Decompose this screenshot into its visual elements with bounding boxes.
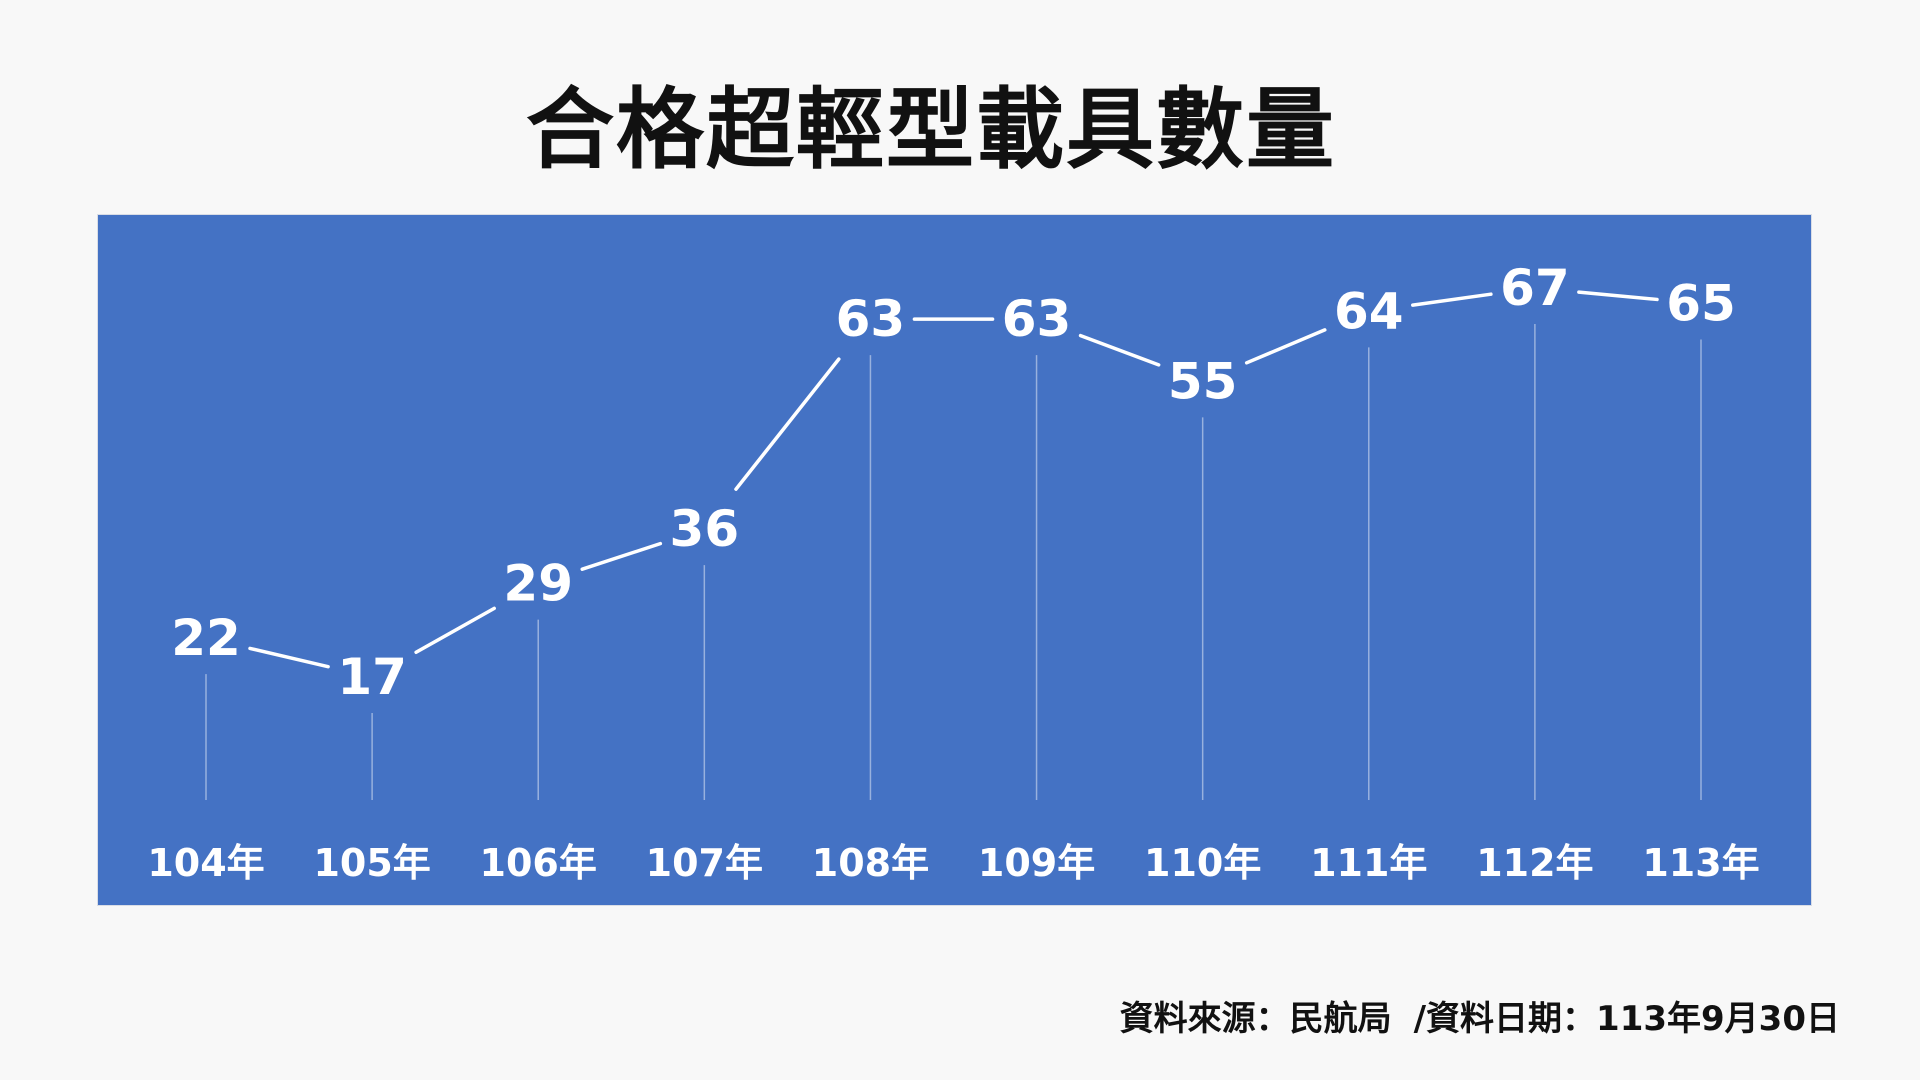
- data-label-7: 64: [1334, 282, 1404, 340]
- x-tick-label-7: 111年: [1310, 841, 1427, 885]
- data-label-2: 29: [503, 555, 573, 613]
- data-label-0: 22: [171, 609, 241, 667]
- data-label-5: 63: [1002, 290, 1072, 348]
- x-tick-label-6: 110年: [1144, 841, 1261, 885]
- source-text: 資料來源：民航局: [1119, 999, 1392, 1039]
- data-label-6: 55: [1168, 352, 1238, 410]
- series-line-segment-6: [1244, 328, 1327, 365]
- line-chart: 22 17 29 36 63 63 55 64 67 65 104年 105年 106年 107年 108年…: [147, 259, 1759, 885]
- series-line-segment-7: [1411, 292, 1493, 307]
- x-tick-label-9: 113年: [1642, 841, 1759, 885]
- data-label-3: 36: [670, 500, 740, 558]
- data-label-4: 63: [836, 290, 906, 348]
- data-label-8: 67: [1500, 259, 1570, 317]
- data-label-9: 65: [1666, 275, 1736, 333]
- series-line-segment-1: [414, 606, 496, 655]
- series-line-segment-3: [734, 357, 841, 491]
- series-line-segment-2: [580, 541, 663, 571]
- chart-title: 合格超輕型載具數量: [525, 78, 1336, 181]
- x-tick-label-0: 104年: [147, 841, 264, 885]
- chart-panel: 22 17 29 36 63 63 55 64 67 65 104年 105年 106年 107年 108年…: [97, 214, 1812, 906]
- x-tick-label-3: 107年: [646, 841, 763, 885]
- series-line-segment-8: [1577, 290, 1659, 302]
- x-tick-label-4: 108年: [812, 841, 929, 885]
- x-tick-label-1: 105年: [313, 841, 430, 885]
- data-label-1: 17: [337, 648, 407, 706]
- data-date-text: /資料日期：113年9月30日: [1413, 999, 1840, 1039]
- x-tick-label-2: 106年: [480, 841, 597, 885]
- series-line-segment-5: [1078, 333, 1161, 367]
- series-line-segment-0: [248, 646, 330, 669]
- source-note: 資料來源：民航局/資料日期：113年9月30日: [1120, 1002, 1840, 1036]
- x-tick-label-5: 109年: [978, 841, 1095, 885]
- x-tick-label-8: 112年: [1476, 841, 1593, 885]
